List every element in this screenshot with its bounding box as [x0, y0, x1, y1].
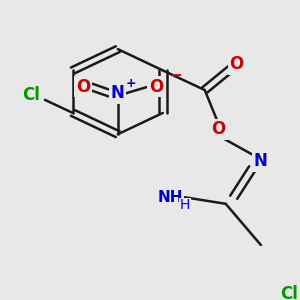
Text: N: N: [254, 152, 268, 170]
Text: +: +: [126, 77, 136, 90]
Text: H: H: [180, 199, 190, 212]
Text: −: −: [170, 68, 182, 83]
Text: Cl: Cl: [22, 86, 40, 104]
Text: Cl: Cl: [280, 285, 298, 300]
Text: O: O: [212, 120, 226, 138]
Text: O: O: [148, 78, 163, 96]
Text: N: N: [111, 84, 125, 102]
Text: NH: NH: [158, 190, 184, 205]
Text: O: O: [76, 78, 90, 96]
Text: O: O: [230, 55, 244, 73]
